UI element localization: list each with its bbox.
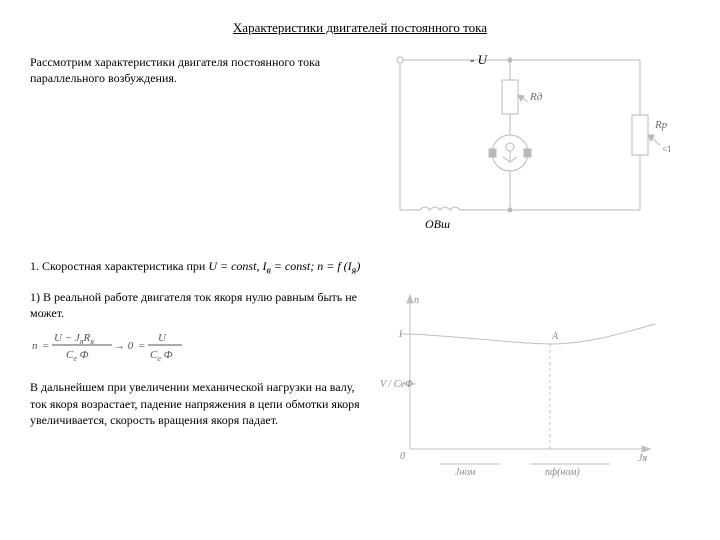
intro-text: Рассмотрим характеристики двигателя пост… xyxy=(30,54,340,86)
funcpre: n = f (I xyxy=(317,259,351,273)
rp-label: Rр xyxy=(654,119,668,131)
funcpost: ) xyxy=(356,259,360,273)
item1: 1. Скоростная характеристика при U = con… xyxy=(30,259,690,276)
para2: В дальнейшем при увеличении механической… xyxy=(30,379,360,428)
f-numR: U xyxy=(158,332,167,344)
svg-text:Ce Ф: Ce Ф xyxy=(150,349,173,363)
cond1: U = const, xyxy=(208,259,262,273)
svg-text:U − JяRя: U − JяRя xyxy=(54,332,94,346)
speed-graph: n 1 A V / CeФ Jя Jном nф(ном) 0 xyxy=(380,289,660,493)
f-n: n xyxy=(32,340,38,352)
ovsh-label: ОВш xyxy=(425,217,450,231)
f-den2: Ф xyxy=(77,349,89,361)
svg-text:Ce Ф: Ce Ф xyxy=(66,349,89,363)
graph-svg: n 1 A V / CeФ Jя Jном nф(ном) 0 xyxy=(380,289,660,489)
f-arrow: → 0 xyxy=(114,340,134,352)
voltage-label: - U xyxy=(470,52,489,67)
point1: 1) В реальной работе двигателя ток якоря… xyxy=(30,289,360,321)
g-zero: 0 xyxy=(400,451,405,462)
item1-prefix: 1. Скоростная характеристика при xyxy=(30,259,208,273)
g-njhom: nф(ном) xyxy=(545,467,580,478)
formula: n = U − JяRя Ce Ф → 0 = U Ce Ф xyxy=(30,327,360,369)
rp-arrow-lbl: <1 xyxy=(662,144,670,154)
circuit-svg: - U Rд Rр <1 ОВш xyxy=(370,50,670,250)
g-y1: 1 xyxy=(398,329,403,340)
rd-label: Rд xyxy=(529,91,543,103)
g-n: n xyxy=(414,295,419,306)
f-eq2: = xyxy=(138,340,145,352)
g-A: A xyxy=(551,331,559,342)
g-eq: V / CeФ xyxy=(380,379,413,390)
page-title: Характеристики двигателей постоянного то… xyxy=(30,20,690,36)
f-denR2: Ф xyxy=(161,349,173,361)
circuit-diagram: - U Rд Rр <1 ОВш xyxy=(370,50,670,254)
g-x: Jя xyxy=(638,453,647,464)
f-eq1: = xyxy=(42,340,49,352)
g-jhom: Jном xyxy=(455,467,476,478)
cond2post: = const; xyxy=(271,259,317,273)
f-numL: U − J xyxy=(54,332,81,344)
